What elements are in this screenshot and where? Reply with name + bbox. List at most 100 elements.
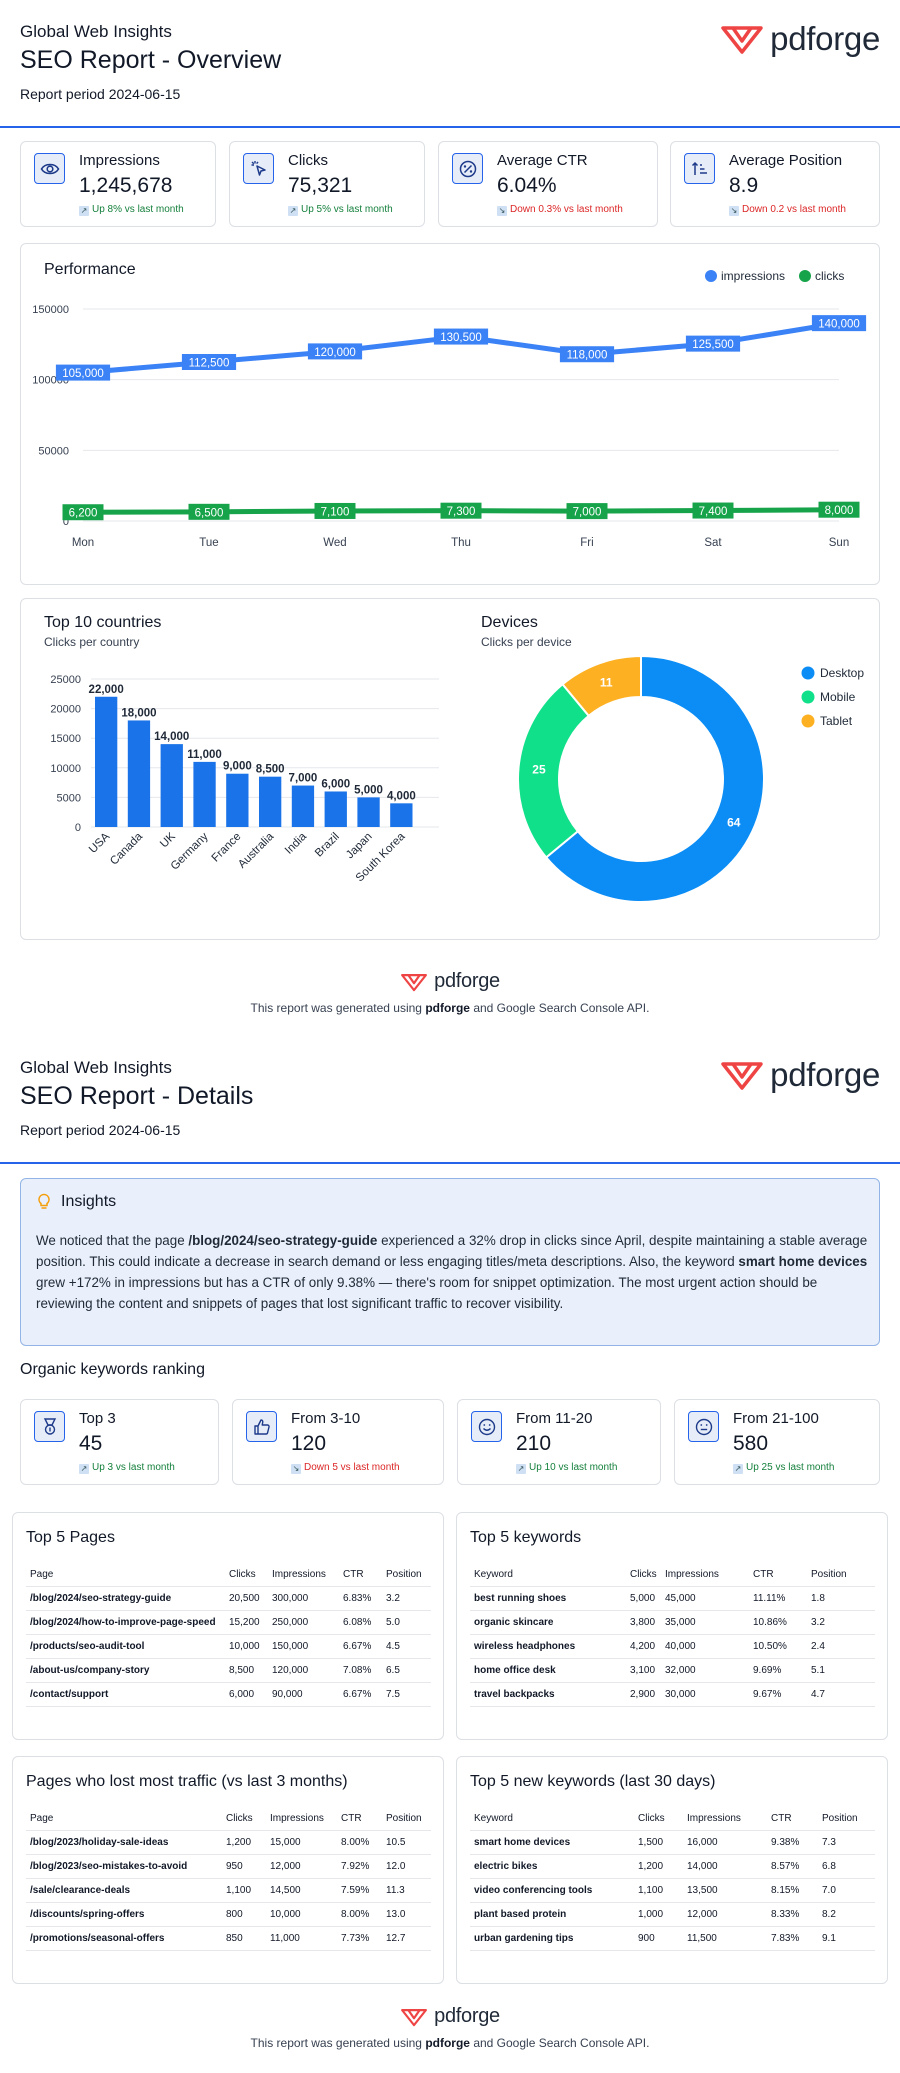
y-tick-label: 20000	[50, 704, 81, 716]
bar-value-label: 11,000	[187, 749, 222, 761]
x-tick-label: USA	[87, 830, 112, 855]
bar	[226, 773, 249, 827]
kpi-delta-text: Down 0.3% vs last month	[510, 204, 623, 215]
organization-name: Global Web Insights	[20, 22, 172, 41]
bar-value-label: 4,000	[387, 790, 416, 802]
kpi-label: Impressions	[79, 152, 160, 169]
eye-icon	[34, 153, 65, 184]
x-tick-label: Tue	[199, 537, 218, 549]
data-label-bg	[62, 504, 104, 521]
kpi-card-clicks: Clicks 75,321 ↗ Up 5% vs last month	[229, 141, 425, 227]
x-tick-label: Australia	[236, 830, 277, 871]
devices-chart-subtitle: Clicks per device	[481, 635, 572, 649]
report-page-overview: Global Web Insights SEO Report - Overvie…	[0, 0, 900, 1036]
legend-swatch	[801, 714, 815, 728]
y-tick-label: 0	[75, 822, 81, 834]
pdforge-logo: pdforge	[400, 970, 500, 993]
report-period: Report period 2024-06-15	[20, 1122, 181, 1138]
report-period: Report period 2024-06-15	[20, 86, 181, 102]
bar	[357, 797, 380, 827]
kpi-delta: ↗ Up 8% vs last month	[79, 204, 184, 216]
kpi-delta: ↘ Down 0.3% vs last month	[497, 204, 623, 216]
y-tick-label: 10000	[50, 763, 81, 775]
data-label-bg	[314, 502, 356, 519]
slice-value-label: 64	[727, 816, 741, 830]
kpi-card-average-ctr: Average CTR 6.04% ↘ Down 0.3% vs last mon…	[438, 141, 658, 227]
x-tick-label: Sat	[704, 537, 722, 549]
data-label: 6,200	[69, 508, 98, 520]
trend-up-icon: ↗	[288, 206, 298, 216]
pdforge-logo-icon	[721, 26, 763, 54]
footer-text: and Google Search Console API.	[469, 1000, 650, 1015]
footer-note: This report was generated using pdforge …	[0, 1001, 900, 1015]
data-label: 7,400	[699, 506, 728, 518]
devices-chart-title: Devices	[481, 614, 538, 631]
legend-label: Mobile	[820, 690, 856, 704]
countries-bar-chart: 0 5000 10000 15000 20000 25000 22,000 USA 18,000…	[50, 674, 439, 884]
page-header: Global Web Insights SEO Report - Overvie…	[0, 0, 900, 128]
x-tick-label: UK	[158, 830, 178, 850]
legend-swatch	[801, 690, 815, 704]
percent-gauge-icon	[452, 153, 483, 184]
footer-brand: pdforge	[425, 1000, 470, 1015]
bar	[160, 744, 183, 827]
bar	[193, 761, 216, 827]
kpi-delta-text: Up 5% vs last month	[301, 204, 393, 215]
trend-up-icon: ↗	[79, 206, 89, 216]
legend-label: Desktop	[820, 666, 864, 680]
data-label-bg	[692, 502, 734, 519]
logo-wordmark: pdforge	[770, 20, 880, 57]
slice-value-label: 25	[532, 762, 546, 776]
legend-label: Tablet	[820, 714, 853, 728]
data-label-bg	[55, 364, 111, 381]
bar-value-label: 6,000	[321, 778, 350, 790]
data-label: 7,300	[447, 506, 476, 518]
pdforge-logo: pdforge	[720, 1056, 880, 1094]
x-tick-label: Wed	[323, 537, 346, 549]
y-tick-label: 15000	[50, 733, 81, 745]
sort-ascending-icon	[684, 153, 715, 184]
data-label: 8,000	[825, 505, 854, 517]
report-footer: pdforge This report was generated using …	[0, 970, 900, 1015]
donut-slice-mobile	[517, 682, 591, 859]
trend-down-icon: ↘	[497, 206, 507, 216]
x-tick-label: Japan	[344, 831, 375, 862]
y-tick-label: 0	[63, 516, 69, 528]
y-tick-label: 50000	[38, 445, 69, 457]
bar-value-label: 5,000	[354, 784, 383, 796]
bar-value-label: 8,500	[256, 764, 285, 776]
data-label-bg	[685, 335, 741, 352]
y-tick-label: 5000	[57, 792, 81, 804]
bar-value-label: 14,000	[154, 731, 189, 743]
x-tick-label: Mon	[72, 537, 94, 549]
bar	[291, 785, 315, 827]
data-label: 130,500	[440, 332, 482, 344]
x-tick-label: Brazil	[313, 831, 342, 860]
legend-swatch	[801, 666, 815, 680]
data-label: 7,100	[321, 506, 350, 518]
bar-value-label: 18,000	[121, 707, 156, 719]
pdforge-logo-icon	[721, 1062, 763, 1090]
x-tick-label: Sun	[829, 537, 849, 549]
kpi-value: 75,321	[288, 174, 353, 197]
x-tick-label: Fri	[580, 537, 593, 549]
data-label: 105,000	[62, 368, 104, 380]
donut-slice-desktop	[544, 654, 765, 903]
countries-chart-subtitle: Clicks per country	[44, 635, 140, 649]
legend-label: impressions	[721, 269, 785, 283]
data-label-bg	[811, 315, 867, 332]
kpi-delta-text: Up 8% vs last month	[92, 204, 184, 215]
data-label-bg	[559, 346, 615, 363]
pdforge-logo: pdforge	[720, 20, 880, 58]
trend-down-icon: ↘	[729, 206, 739, 216]
kpi-label: Average CTR	[497, 152, 588, 169]
kpi-label: Average Position	[729, 152, 843, 169]
kpi-label: Clicks	[288, 152, 328, 169]
cursor-click-icon	[243, 153, 274, 184]
data-label: 125,500	[692, 339, 734, 351]
countries-chart-title: Top 10 countries	[44, 614, 162, 631]
countries-devices-card: Top 10 countries Clicks per country Devi…	[20, 598, 880, 940]
kpi-card-average-position: Average Position 8.9 ↘ Down 0.2 vs last m…	[670, 141, 880, 227]
data-label: 140,000	[818, 319, 860, 331]
